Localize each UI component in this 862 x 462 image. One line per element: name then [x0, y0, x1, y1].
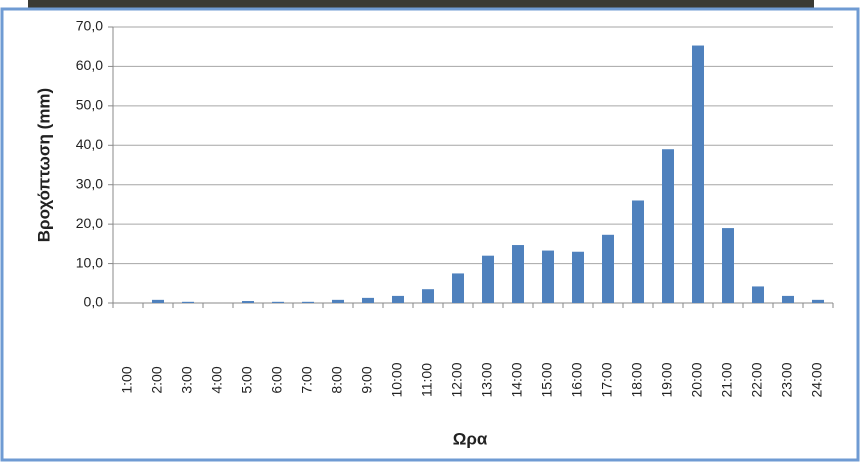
bar: [632, 200, 644, 303]
y-tick-label: 60,0: [76, 57, 103, 73]
bar: [272, 301, 284, 303]
bar: [512, 245, 524, 303]
x-tick-label: 22:00: [749, 362, 765, 397]
bar: [722, 228, 734, 303]
y-tick-label: 30,0: [76, 175, 103, 191]
bar: [422, 289, 434, 303]
y-tick-label: 0,0: [84, 294, 104, 310]
bar: [152, 299, 164, 303]
bar: [752, 286, 764, 303]
x-tick-label: 16:00: [569, 362, 585, 397]
bar: [662, 149, 674, 303]
x-tick-label: 11:00: [419, 363, 435, 397]
bar: [572, 251, 584, 303]
x-tick-label: 24:00: [809, 362, 825, 397]
bar: [332, 299, 344, 303]
x-tick-label: 8:00: [329, 366, 345, 393]
photo-strip: [28, 0, 814, 9]
x-tick-label: 6:00: [269, 366, 285, 393]
bar: [302, 301, 314, 303]
x-tick-label: 9:00: [359, 366, 375, 393]
bar: [542, 250, 554, 303]
x-tick-label: 21:00: [719, 362, 735, 397]
x-tick-label: 7:00: [299, 366, 315, 393]
x-tick-label: 20:00: [689, 362, 705, 397]
bar: [182, 301, 194, 303]
bar: [602, 234, 614, 303]
x-tick-label: 23:00: [779, 362, 795, 397]
y-tick-label: 20,0: [76, 215, 103, 231]
x-tick-label: 19:00: [659, 362, 675, 397]
x-tick-label: 12:00: [449, 362, 465, 397]
bar: [812, 299, 824, 303]
bar: [782, 295, 794, 303]
x-tick-label: 3:00: [179, 366, 195, 393]
y-tick-label: 40,0: [76, 136, 103, 152]
chart-frame: [0, 7, 860, 462]
x-axis-title: Ωρα: [453, 429, 488, 448]
x-tick-label: 17:00: [599, 362, 615, 397]
bar: [452, 273, 464, 303]
x-tick-label: 1:00: [119, 366, 135, 393]
x-tick-label: 18:00: [629, 362, 645, 397]
bar: [482, 255, 494, 303]
bar: [362, 297, 374, 303]
x-tick-label: 13:00: [479, 362, 495, 397]
x-tick-label: 14:00: [509, 362, 525, 397]
x-tick-label: 2:00: [149, 366, 165, 393]
x-tick-label: 5:00: [239, 366, 255, 393]
bar: [392, 295, 404, 303]
x-tick-label: 15:00: [539, 362, 555, 397]
x-tick-label: 10:00: [389, 362, 405, 397]
y-tick-label: 10,0: [76, 254, 103, 270]
y-tick-label: 50,0: [76, 97, 103, 113]
y-tick-label: 70,0: [76, 18, 103, 34]
bar: [692, 45, 704, 303]
bar: [242, 301, 254, 303]
y-axis-title: Βροχόπτωση (mm): [34, 88, 53, 242]
x-tick-label: 4:00: [209, 366, 225, 393]
